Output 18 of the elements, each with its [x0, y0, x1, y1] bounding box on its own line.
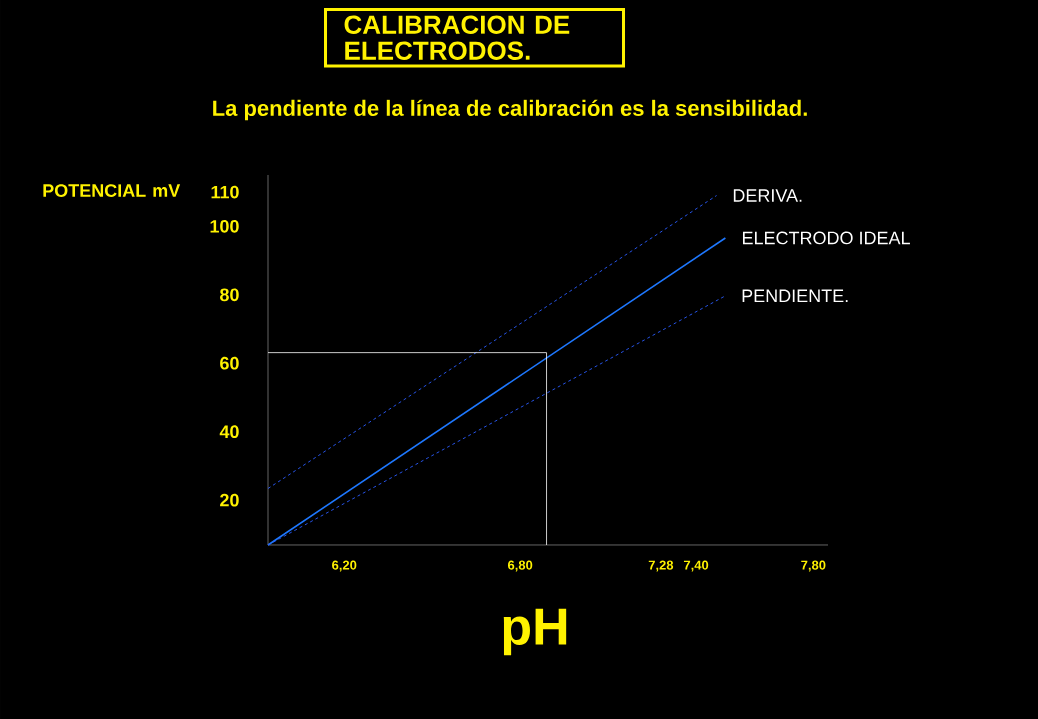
y-axis-title: POTENCIAL mV	[43, 184, 181, 197]
x-tick-label: 7,80	[801, 560, 826, 572]
chart-subtitle: La pendiente de la línea de calibración es la sensibilidad.	[213, 99, 807, 121]
x-tick-label: 6,80	[507, 560, 533, 572]
x-tick-label: 7,40	[683, 560, 709, 572]
series-label: PENDIENTE.	[742, 289, 848, 302]
y-tick-label: 40	[219, 425, 239, 439]
chart-title: CALIBRACION DE ELECTRODOS.	[344, 15, 570, 60]
x-tick-label: 6,20	[332, 560, 357, 572]
y-tick-label: 110	[211, 185, 239, 199]
series-label: DERIVA.	[733, 189, 802, 202]
x-tick-label: 7,28	[648, 560, 674, 572]
y-tick-label: 80	[220, 288, 239, 302]
series-label: ELECTRODO IDEAL	[742, 231, 910, 245]
x-axis-title: pH	[503, 608, 567, 656]
y-tick-label: 20	[220, 493, 239, 507]
y-tick-label: 60	[220, 356, 239, 370]
y-tick-label: 100	[210, 219, 239, 233]
